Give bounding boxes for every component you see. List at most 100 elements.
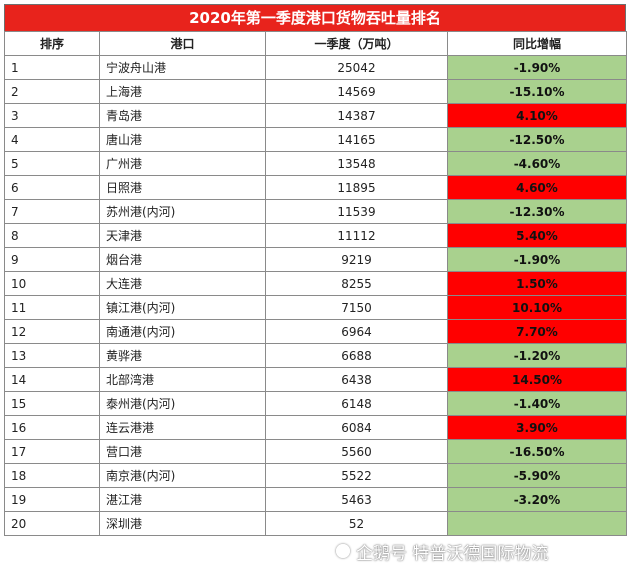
yoy-cell: -12.50% [447, 127, 627, 152]
q1-value-cell: 11895 [265, 175, 448, 200]
table-row: 20 深圳港 52 [4, 511, 627, 536]
rank-cell: 8 [4, 223, 100, 248]
yoy-cell: -12.30% [447, 199, 627, 224]
port-cell: 青岛港 [99, 103, 266, 128]
port-cell: 营口港 [99, 439, 266, 464]
q1-value-cell: 6438 [265, 367, 448, 392]
q1-value-cell: 5522 [265, 463, 448, 488]
port-cell: 唐山港 [99, 127, 266, 152]
table-row: 11 镇江港(内河) 7150 10.10% [4, 295, 627, 320]
table-row: 2 上海港 14569 -15.10% [4, 79, 627, 104]
header-row: 排序 港口 一季度（万吨） 同比增幅 [4, 31, 627, 56]
rank-cell: 18 [4, 463, 100, 488]
rank-cell: 4 [4, 127, 100, 152]
table-row: 13 黄骅港 6688 -1.20% [4, 343, 627, 368]
q1-value-cell: 14569 [265, 79, 448, 104]
table-row: 18 南京港(内河) 5522 -5.90% [4, 463, 627, 488]
header-rank: 排序 [4, 31, 100, 56]
port-cell: 深圳港 [99, 511, 266, 536]
port-cell: 宁波舟山港 [99, 55, 266, 80]
rank-cell: 10 [4, 271, 100, 296]
port-cell: 连云港港 [99, 415, 266, 440]
yoy-cell: 4.60% [447, 175, 627, 200]
rank-cell: 7 [4, 199, 100, 224]
port-cell: 烟台港 [99, 247, 266, 272]
table-row: 17 营口港 5560 -16.50% [4, 439, 627, 464]
q1-value-cell: 25042 [265, 55, 448, 80]
q1-value-cell: 11539 [265, 199, 448, 224]
port-cell: 泰州港(内河) [99, 391, 266, 416]
watermark: 企鹅号 特普沃德国际物流 [336, 540, 626, 564]
q1-value-cell: 11112 [265, 223, 448, 248]
yoy-cell: 4.10% [447, 103, 627, 128]
table-body: 1 宁波舟山港 25042 -1.90% 2 上海港 14569 -15.10% 3 青岛港 143… [4, 55, 627, 536]
yoy-cell: 5.40% [447, 223, 627, 248]
q1-value-cell: 5463 [265, 487, 448, 512]
penguin-logo-icon [336, 544, 350, 558]
q1-value-cell: 52 [265, 511, 448, 536]
yoy-cell: -1.90% [447, 55, 627, 80]
table-row: 1 宁波舟山港 25042 -1.90% [4, 55, 627, 80]
rank-cell: 14 [4, 367, 100, 392]
port-cell: 黄骅港 [99, 343, 266, 368]
q1-value-cell: 9219 [265, 247, 448, 272]
yoy-cell: 10.10% [447, 295, 627, 320]
port-cell: 广州港 [99, 151, 266, 176]
yoy-cell: 7.70% [447, 319, 627, 344]
yoy-cell: 1.50% [447, 271, 627, 296]
table-row: 5 广州港 13548 -4.60% [4, 151, 627, 176]
table-row: 9 烟台港 9219 -1.90% [4, 247, 627, 272]
table-row: 7 苏州港(内河) 11539 -12.30% [4, 199, 627, 224]
yoy-cell: -1.20% [447, 343, 627, 368]
table-row: 14 北部湾港 6438 14.50% [4, 367, 627, 392]
q1-value-cell: 14387 [265, 103, 448, 128]
rank-cell: 15 [4, 391, 100, 416]
table-row: 15 泰州港(内河) 6148 -1.40% [4, 391, 627, 416]
port-cell: 苏州港(内河) [99, 199, 266, 224]
table-row: 16 连云港港 6084 3.90% [4, 415, 627, 440]
header-yoy: 同比增幅 [447, 31, 627, 56]
q1-value-cell: 13548 [265, 151, 448, 176]
table-row: 8 天津港 11112 5.40% [4, 223, 627, 248]
yoy-cell: -1.40% [447, 391, 627, 416]
rank-cell: 19 [4, 487, 100, 512]
yoy-cell: -16.50% [447, 439, 627, 464]
table-row: 6 日照港 11895 4.60% [4, 175, 627, 200]
q1-value-cell: 6084 [265, 415, 448, 440]
rank-cell: 13 [4, 343, 100, 368]
table-row: 4 唐山港 14165 -12.50% [4, 127, 627, 152]
yoy-cell: -1.90% [447, 247, 627, 272]
port-cell: 湛江港 [99, 487, 266, 512]
port-cell: 大连港 [99, 271, 266, 296]
rank-cell: 16 [4, 415, 100, 440]
rank-cell: 6 [4, 175, 100, 200]
yoy-cell: -15.10% [447, 79, 627, 104]
table-title: 2020年第一季度港口货物吞吐量排名 [4, 4, 626, 31]
table-row: 3 青岛港 14387 4.10% [4, 103, 627, 128]
q1-value-cell: 14165 [265, 127, 448, 152]
q1-value-cell: 6964 [265, 319, 448, 344]
table-row: 19 湛江港 5463 -3.20% [4, 487, 627, 512]
rank-cell: 11 [4, 295, 100, 320]
rank-cell: 20 [4, 511, 100, 536]
port-cell: 天津港 [99, 223, 266, 248]
port-cell: 南通港(内河) [99, 319, 266, 344]
yoy-cell: -4.60% [447, 151, 627, 176]
header-port: 港口 [99, 31, 266, 56]
table-row: 10 大连港 8255 1.50% [4, 271, 627, 296]
yoy-cell: 14.50% [447, 367, 627, 392]
table-row: 12 南通港(内河) 6964 7.70% [4, 319, 627, 344]
port-cell: 北部湾港 [99, 367, 266, 392]
port-ranking-table: 排序 港口 一季度（万吨） 同比增幅 1 宁波舟山港 25042 -1.90% 2 上海港… [4, 31, 627, 536]
port-cell: 上海港 [99, 79, 266, 104]
rank-cell: 9 [4, 247, 100, 272]
rank-cell: 1 [4, 55, 100, 80]
port-cell: 日照港 [99, 175, 266, 200]
port-cell: 南京港(内河) [99, 463, 266, 488]
rank-cell: 12 [4, 319, 100, 344]
rank-cell: 17 [4, 439, 100, 464]
q1-value-cell: 7150 [265, 295, 448, 320]
q1-value-cell: 6148 [265, 391, 448, 416]
header-q1: 一季度（万吨） [265, 31, 448, 56]
